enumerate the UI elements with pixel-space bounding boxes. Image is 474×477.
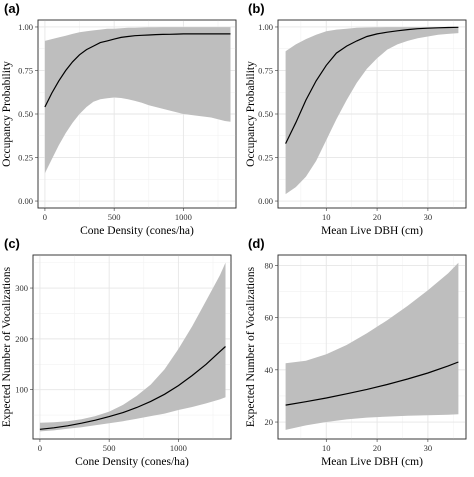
x-axis-title: Cone Density (cones/ha)	[80, 225, 194, 237]
panel-letter: (c)	[4, 236, 20, 251]
panel-2: 0 500 1000 100 200 300 Cone Density (cones/ha)…	[1, 236, 232, 468]
x-tick-label: 30	[424, 212, 433, 222]
x-tick-label: 0	[43, 212, 47, 222]
panel-border	[32, 254, 232, 440]
x-axis-title: Cone Density (cones/ha)	[75, 456, 189, 468]
confidence-band	[285, 27, 459, 195]
x-axis-title: Mean Live DBH (cm)	[321, 225, 423, 237]
y-axis-title: Occupancy Probability	[245, 61, 257, 167]
y-tick-label: 0.25	[18, 153, 33, 163]
x-tick-label: 500	[103, 443, 116, 453]
panel-letter: (d)	[248, 236, 265, 251]
y-tick-label: 200	[15, 334, 28, 344]
y-tick-label: 1.00	[258, 22, 273, 32]
y-tick-label: 0.00	[18, 196, 33, 206]
y-tick-label: 0.75	[258, 65, 273, 75]
y-tick-label: 0.00	[258, 196, 273, 206]
fitted-line	[285, 361, 459, 406]
x-tick-label: 0	[38, 443, 42, 453]
y-tick-label: 0.50	[18, 109, 33, 119]
confidence-band	[285, 262, 459, 430]
fitted-line	[39, 346, 226, 430]
y-tick-label: 100	[15, 385, 28, 395]
x-tick-label: 10	[322, 212, 331, 222]
fitted-line	[44, 33, 231, 108]
x-tick-label: 1000	[170, 443, 187, 453]
x-tick-label: 30	[424, 443, 433, 453]
panel-letter: (b)	[248, 1, 265, 16]
y-tick-label: 40	[265, 365, 274, 375]
y-tick-label: 0.50	[258, 109, 273, 119]
y-axis-title: Occupancy Probability	[1, 61, 13, 167]
x-tick-label: 20	[373, 443, 382, 453]
confidence-band	[44, 27, 231, 174]
panel-3: 10 20 30 20 40 60 80 Mean Live DBH (cm) Expected…	[245, 236, 467, 468]
y-axis-title: Expected Number of Vocalizations	[245, 266, 257, 427]
fitted-line	[285, 26, 459, 144]
panel-border	[277, 254, 467, 440]
x-tick-label: 1000	[175, 212, 192, 222]
y-tick-label: 0.75	[18, 65, 33, 75]
panel-1: 10 20 30 0.00 0.25 0.50 0.75 1.00 Mean Live DBH …	[245, 1, 467, 237]
confidence-band	[39, 262, 226, 432]
x-axis-title: Mean Live DBH (cm)	[321, 456, 423, 468]
panel-letter: (a)	[4, 1, 20, 16]
panel-0: 0 500 1000 0.00 0.25 0.50 0.75 1.00 Cone Density…	[1, 1, 237, 237]
y-tick-label: 60	[265, 313, 274, 323]
x-tick-label: 500	[108, 212, 121, 222]
y-tick-label: 80	[265, 260, 274, 270]
y-tick-label: 1.00	[18, 22, 33, 32]
y-tick-label: 0.25	[258, 153, 273, 163]
x-tick-label: 10	[322, 443, 331, 453]
x-tick-label: 20	[373, 212, 382, 222]
y-tick-label: 300	[15, 283, 28, 293]
y-tick-label: 20	[265, 417, 274, 427]
y-axis-title: Expected Number of Vocalizations	[1, 266, 13, 427]
